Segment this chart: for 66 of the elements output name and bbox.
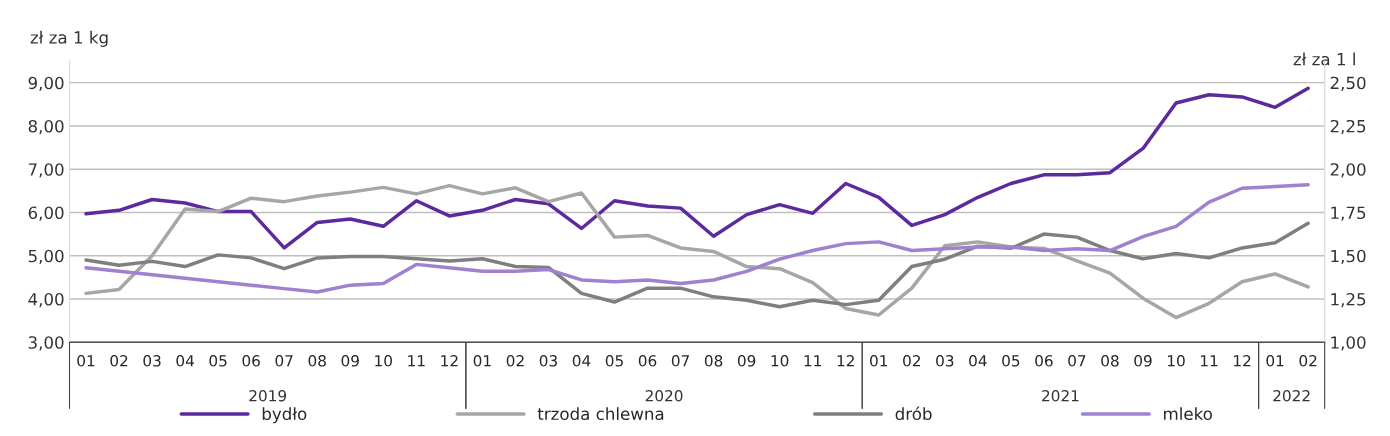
x-tick-label: 01 [870, 355, 888, 367]
y-tick-label: 6,00 [28, 206, 64, 221]
x-tick-label: 04 [572, 355, 591, 367]
x-tick-label: 10 [375, 355, 392, 367]
x-tick-label: 02 [506, 355, 524, 367]
line-series [84, 183, 1310, 294]
x-tick-label: 08 [1101, 355, 1119, 367]
x-tick-label: 08 [308, 355, 326, 367]
x-tick-label: 09 [737, 355, 756, 367]
line-series [84, 86, 1310, 250]
x-tick-label: 02 [110, 355, 128, 367]
x-tick-label: 04 [969, 355, 987, 367]
x-tick-label: 01 [473, 355, 491, 367]
y2-tick-label: 1,25 [1331, 292, 1366, 308]
y2-tick-label: 1,00 [1331, 336, 1366, 351]
x-tick-label: 03 [936, 355, 954, 367]
x-tick-label: 09 [341, 355, 359, 367]
x-tick-label: 12 [441, 355, 458, 367]
y-tick-label: 4,00 [28, 292, 64, 308]
y-tick-label: 5,00 [28, 249, 64, 264]
y2-tick-label: 2,00 [1330, 163, 1366, 178]
x-tick-label: 06 [242, 355, 260, 367]
legend-label: drób [895, 406, 932, 421]
y2-tick-label: 2,25 [1330, 119, 1366, 135]
legend-label: trzoda chlewna [537, 407, 664, 421]
x-tick-label: 12 [1234, 355, 1251, 367]
y2-tick-label: 1,50 [1331, 249, 1366, 264]
y-tick-label: 3,00 [28, 336, 64, 351]
x-tick-label: 05 [605, 355, 623, 367]
line-series [84, 221, 1310, 309]
x-tick-label: 01 [77, 355, 95, 367]
x-tick-label: 05 [1002, 355, 1020, 367]
y2-axis-title: zł za 1 l [1293, 52, 1355, 66]
y-tick-label: 9,00 [28, 76, 64, 91]
y2-tick-label: 2,50 [1330, 76, 1366, 91]
x-tick-label: 01 [1266, 355, 1284, 367]
x-tick-label: 10 [771, 355, 789, 367]
y-tick-label: 8,00 [28, 119, 64, 135]
y-tick-label: 7,00 [28, 163, 64, 178]
x-tick-label: 07 [671, 355, 689, 367]
x-tick-label: 04 [176, 355, 194, 367]
x-tick-label: 07 [275, 355, 293, 367]
x-tick-label: 03 [539, 355, 557, 367]
x-tick-label: 11 [804, 355, 821, 367]
x-tick-label: 09 [1134, 355, 1152, 367]
x-tick-label: 08 [704, 355, 723, 367]
x-tick-label: 07 [1068, 355, 1086, 367]
y2-tick-label: 1,75 [1331, 206, 1366, 221]
x-tick-label: 05 [209, 355, 227, 367]
x-tick-label: 02 [903, 355, 920, 367]
text: 2019 [249, 389, 287, 402]
y-axis-title: zł za 1 kg [30, 30, 108, 47]
line-series [84, 183, 1310, 320]
x-tick-label: 11 [1201, 355, 1218, 367]
x-tick-label: 03 [143, 355, 161, 367]
text: 2022 [1273, 389, 1310, 402]
x-tick-label: 12 [837, 355, 854, 367]
legend-label: bydło [262, 407, 307, 424]
legend-label: mleko [1164, 407, 1212, 421]
x-tick-label: 06 [638, 355, 657, 367]
x-tick-label: 06 [1035, 355, 1053, 367]
x-tick-label: 02 [1299, 355, 1317, 367]
text: 2021 [1042, 389, 1079, 402]
x-tick-label: 10 [1167, 355, 1185, 367]
x-tick-label: 11 [408, 355, 425, 367]
text: 2020 [645, 389, 683, 402]
